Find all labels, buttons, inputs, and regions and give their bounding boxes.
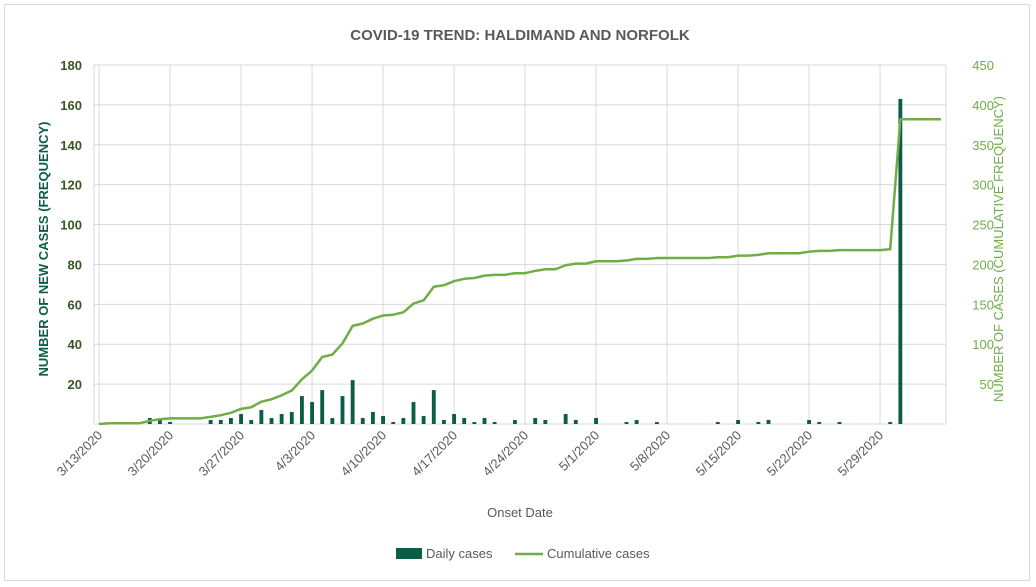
gridlines: [93, 64, 947, 425]
daily-bar: [259, 410, 264, 424]
daily-bar: [563, 414, 568, 424]
x-tick-label: 4/17/2020: [409, 428, 461, 480]
daily-bar: [381, 416, 385, 424]
x-tick-label: 4/3/2020: [272, 428, 318, 474]
right-tick-label: 250: [972, 218, 994, 233]
daily-bar: [239, 414, 243, 424]
daily-bar: [371, 412, 375, 424]
x-tick-label: 3/20/2020: [125, 428, 177, 480]
daily-bar: [421, 416, 426, 424]
daily-bar: [401, 418, 406, 424]
daily-bar: [158, 420, 162, 424]
daily-bar: [360, 418, 365, 424]
right-tick-label: 300: [972, 178, 994, 193]
left-axis-title: NUMBER OF NEW CASES (FREQUENCY): [36, 122, 51, 377]
x-tick-label: 3/13/2020: [54, 428, 106, 480]
left-tick-label: 40: [68, 337, 82, 352]
daily-bar: [289, 412, 294, 424]
daily-bar: [807, 420, 811, 424]
daily-bar: [340, 396, 345, 424]
daily-bar: [208, 420, 213, 424]
daily-bar: [310, 402, 314, 424]
legend-label-cumulative: Cumulative cases: [547, 546, 650, 561]
daily-bar: [391, 422, 396, 424]
left-tick-label: 160: [60, 98, 82, 113]
left-tick-label: 100: [60, 218, 82, 233]
x-tick-label: 5/8/2020: [627, 428, 673, 474]
right-tick-label: 450: [972, 58, 994, 73]
daily-bar: [482, 418, 487, 424]
daily-bar: [269, 418, 274, 424]
daily-bar: [411, 402, 416, 424]
daily-bar: [634, 420, 639, 424]
x-tick-label: 5/1/2020: [556, 428, 602, 474]
daily-bar: [168, 422, 172, 424]
left-tick-label: 120: [60, 178, 82, 193]
legend-label-daily: Daily cases: [426, 546, 493, 561]
daily-bar: [431, 390, 436, 424]
right-tick-label: 100: [972, 337, 994, 352]
legend-swatch-daily: [396, 548, 422, 559]
x-tick-label: 4/10/2020: [338, 428, 390, 480]
right-tick-label: 50: [980, 377, 994, 392]
daily-bar: [766, 420, 771, 424]
daily-bar: [442, 420, 446, 424]
daily-bar: [594, 418, 598, 424]
x-tick-label: 5/22/2020: [764, 428, 816, 480]
daily-bar: [543, 420, 548, 424]
daily-bar: [320, 390, 325, 424]
x-tick-label: 5/15/2020: [693, 428, 745, 480]
daily-bar: [472, 422, 477, 424]
left-tick-label: 60: [68, 297, 82, 312]
left-axis-ticks: 20 40 60 80 100 120 140 160 180: [60, 58, 82, 392]
right-tick-label: 400: [972, 98, 994, 113]
left-tick-label: 20: [68, 377, 82, 392]
daily-bar: [492, 422, 497, 424]
daily-bar: [279, 414, 284, 424]
x-tick-label: 5/29/2020: [835, 428, 887, 480]
daily-bar: [888, 422, 893, 424]
right-tick-label: 350: [972, 138, 994, 153]
right-tick-label: 150: [972, 297, 994, 312]
right-axis-title: NUMBER OF CASES (CUMULATIVE FREQUENCY): [991, 96, 1006, 402]
daily-bar: [756, 422, 761, 424]
daily-bar: [229, 418, 233, 424]
daily-bar: [350, 380, 355, 424]
covid-trend-chart: COVID-19 TREND: HALDIMAND AND NORFOLK 20…: [36, 27, 1006, 561]
left-tick-label: 180: [60, 58, 82, 73]
right-axis-ticks: 50 100 150 200 250 300 350 400 450: [972, 58, 994, 392]
daily-bar: [218, 420, 223, 424]
right-tick-label: 200: [972, 257, 994, 272]
left-tick-label: 140: [60, 138, 82, 153]
cumulative-line: [98, 118, 941, 426]
daily-bar: [736, 420, 740, 424]
chart-frame: COVID-19 TREND: HALDIMAND AND NORFOLK 20…: [4, 4, 1030, 581]
daily-bar: [462, 418, 467, 424]
daily-bars: [147, 98, 903, 425]
chart-title: COVID-19 TREND: HALDIMAND AND NORFOLK: [350, 27, 690, 44]
x-axis-title: Onset Date: [487, 505, 553, 520]
daily-bar: [452, 414, 456, 424]
daily-bar: [533, 418, 538, 424]
daily-bar: [715, 422, 720, 424]
left-tick-label: 80: [68, 257, 82, 272]
daily-bar: [249, 420, 254, 424]
x-axis-ticks: 3/13/2020 3/20/2020 3/27/2020 4/3/2020 4/10/…: [54, 428, 887, 480]
daily-bar: [624, 422, 629, 424]
daily-bar: [573, 420, 578, 424]
daily-bar: [330, 418, 335, 424]
legend: Daily cases Cumulative cases: [396, 546, 650, 561]
daily-bar: [837, 422, 842, 424]
daily-bar: [898, 98, 903, 425]
daily-bar: [655, 422, 659, 424]
x-tick-label: 4/24/2020: [480, 428, 532, 480]
daily-bar: [513, 420, 517, 424]
daily-bar: [817, 422, 822, 424]
x-tick-label: 3/27/2020: [196, 428, 248, 480]
daily-bar: [300, 396, 304, 424]
